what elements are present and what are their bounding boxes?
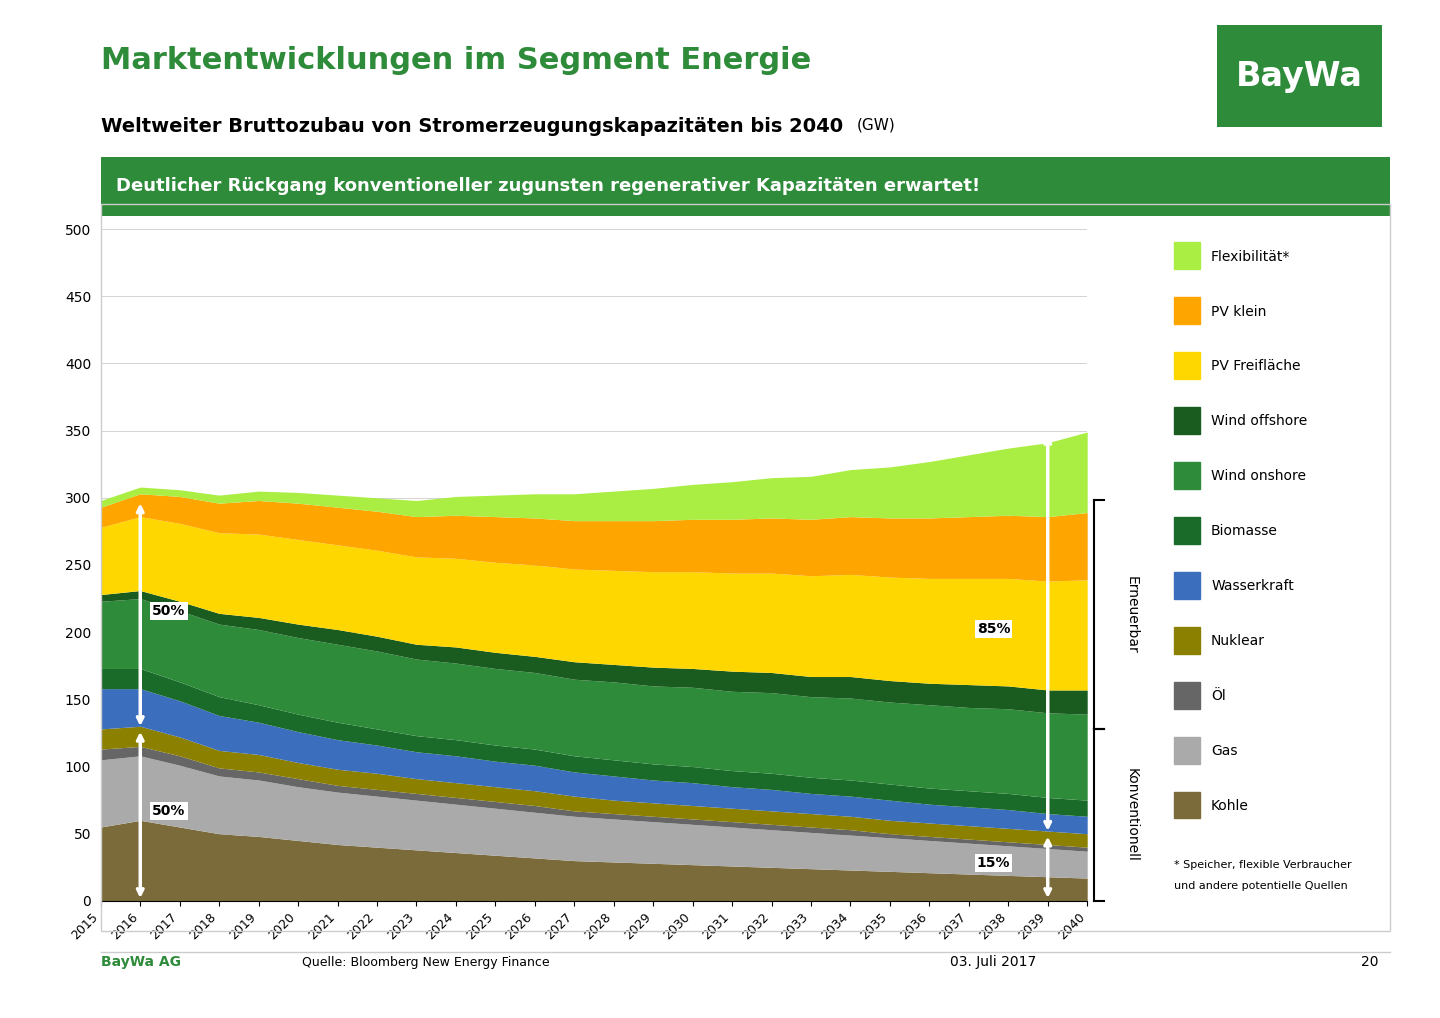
Text: Nuklear: Nuklear xyxy=(1211,634,1266,648)
Text: BayWa: BayWa xyxy=(1236,60,1364,93)
Text: 85%: 85% xyxy=(976,622,1011,636)
Text: 15%: 15% xyxy=(976,856,1011,870)
Text: Erneuerbar: Erneuerbar xyxy=(1125,576,1139,654)
Text: Wasserkraft: Wasserkraft xyxy=(1211,579,1293,593)
Text: * Speicher, flexible Verbraucher: * Speicher, flexible Verbraucher xyxy=(1174,860,1351,870)
Text: Weltweiter Bruttozubau von Stromerzeugungskapazitäten bis 2040: Weltweiter Bruttozubau von Stromerzeugun… xyxy=(101,117,842,136)
Text: Konventionell: Konventionell xyxy=(1125,768,1139,862)
Text: Gas: Gas xyxy=(1211,744,1237,758)
Text: Wind offshore: Wind offshore xyxy=(1211,414,1308,429)
Text: 20: 20 xyxy=(1361,955,1378,969)
Text: 50%: 50% xyxy=(153,604,186,618)
Text: BayWa AG: BayWa AG xyxy=(101,955,181,969)
Text: 50%: 50% xyxy=(153,804,186,817)
Text: Biomasse: Biomasse xyxy=(1211,524,1277,539)
Text: Flexibilität*: Flexibilität* xyxy=(1211,249,1290,264)
Text: Marktentwicklungen im Segment Energie: Marktentwicklungen im Segment Energie xyxy=(101,46,811,74)
Text: (GW): (GW) xyxy=(857,117,896,132)
Text: Öl: Öl xyxy=(1211,689,1225,703)
Text: Deutlicher Rückgang konventioneller zugunsten regenerativer Kapazitäten erwartet: Deutlicher Rückgang konventioneller zugu… xyxy=(117,177,981,195)
Text: Quelle: Bloomberg New Energy Finance: Quelle: Bloomberg New Energy Finance xyxy=(302,956,550,968)
Text: PV Freifläche: PV Freifläche xyxy=(1211,359,1300,374)
Text: 03. Juli 2017: 03. Juli 2017 xyxy=(950,955,1037,969)
Text: PV klein: PV klein xyxy=(1211,304,1266,319)
Text: Kohle: Kohle xyxy=(1211,799,1248,813)
Text: Wind onshore: Wind onshore xyxy=(1211,469,1306,484)
Text: und andere potentielle Quellen: und andere potentielle Quellen xyxy=(1174,881,1348,891)
